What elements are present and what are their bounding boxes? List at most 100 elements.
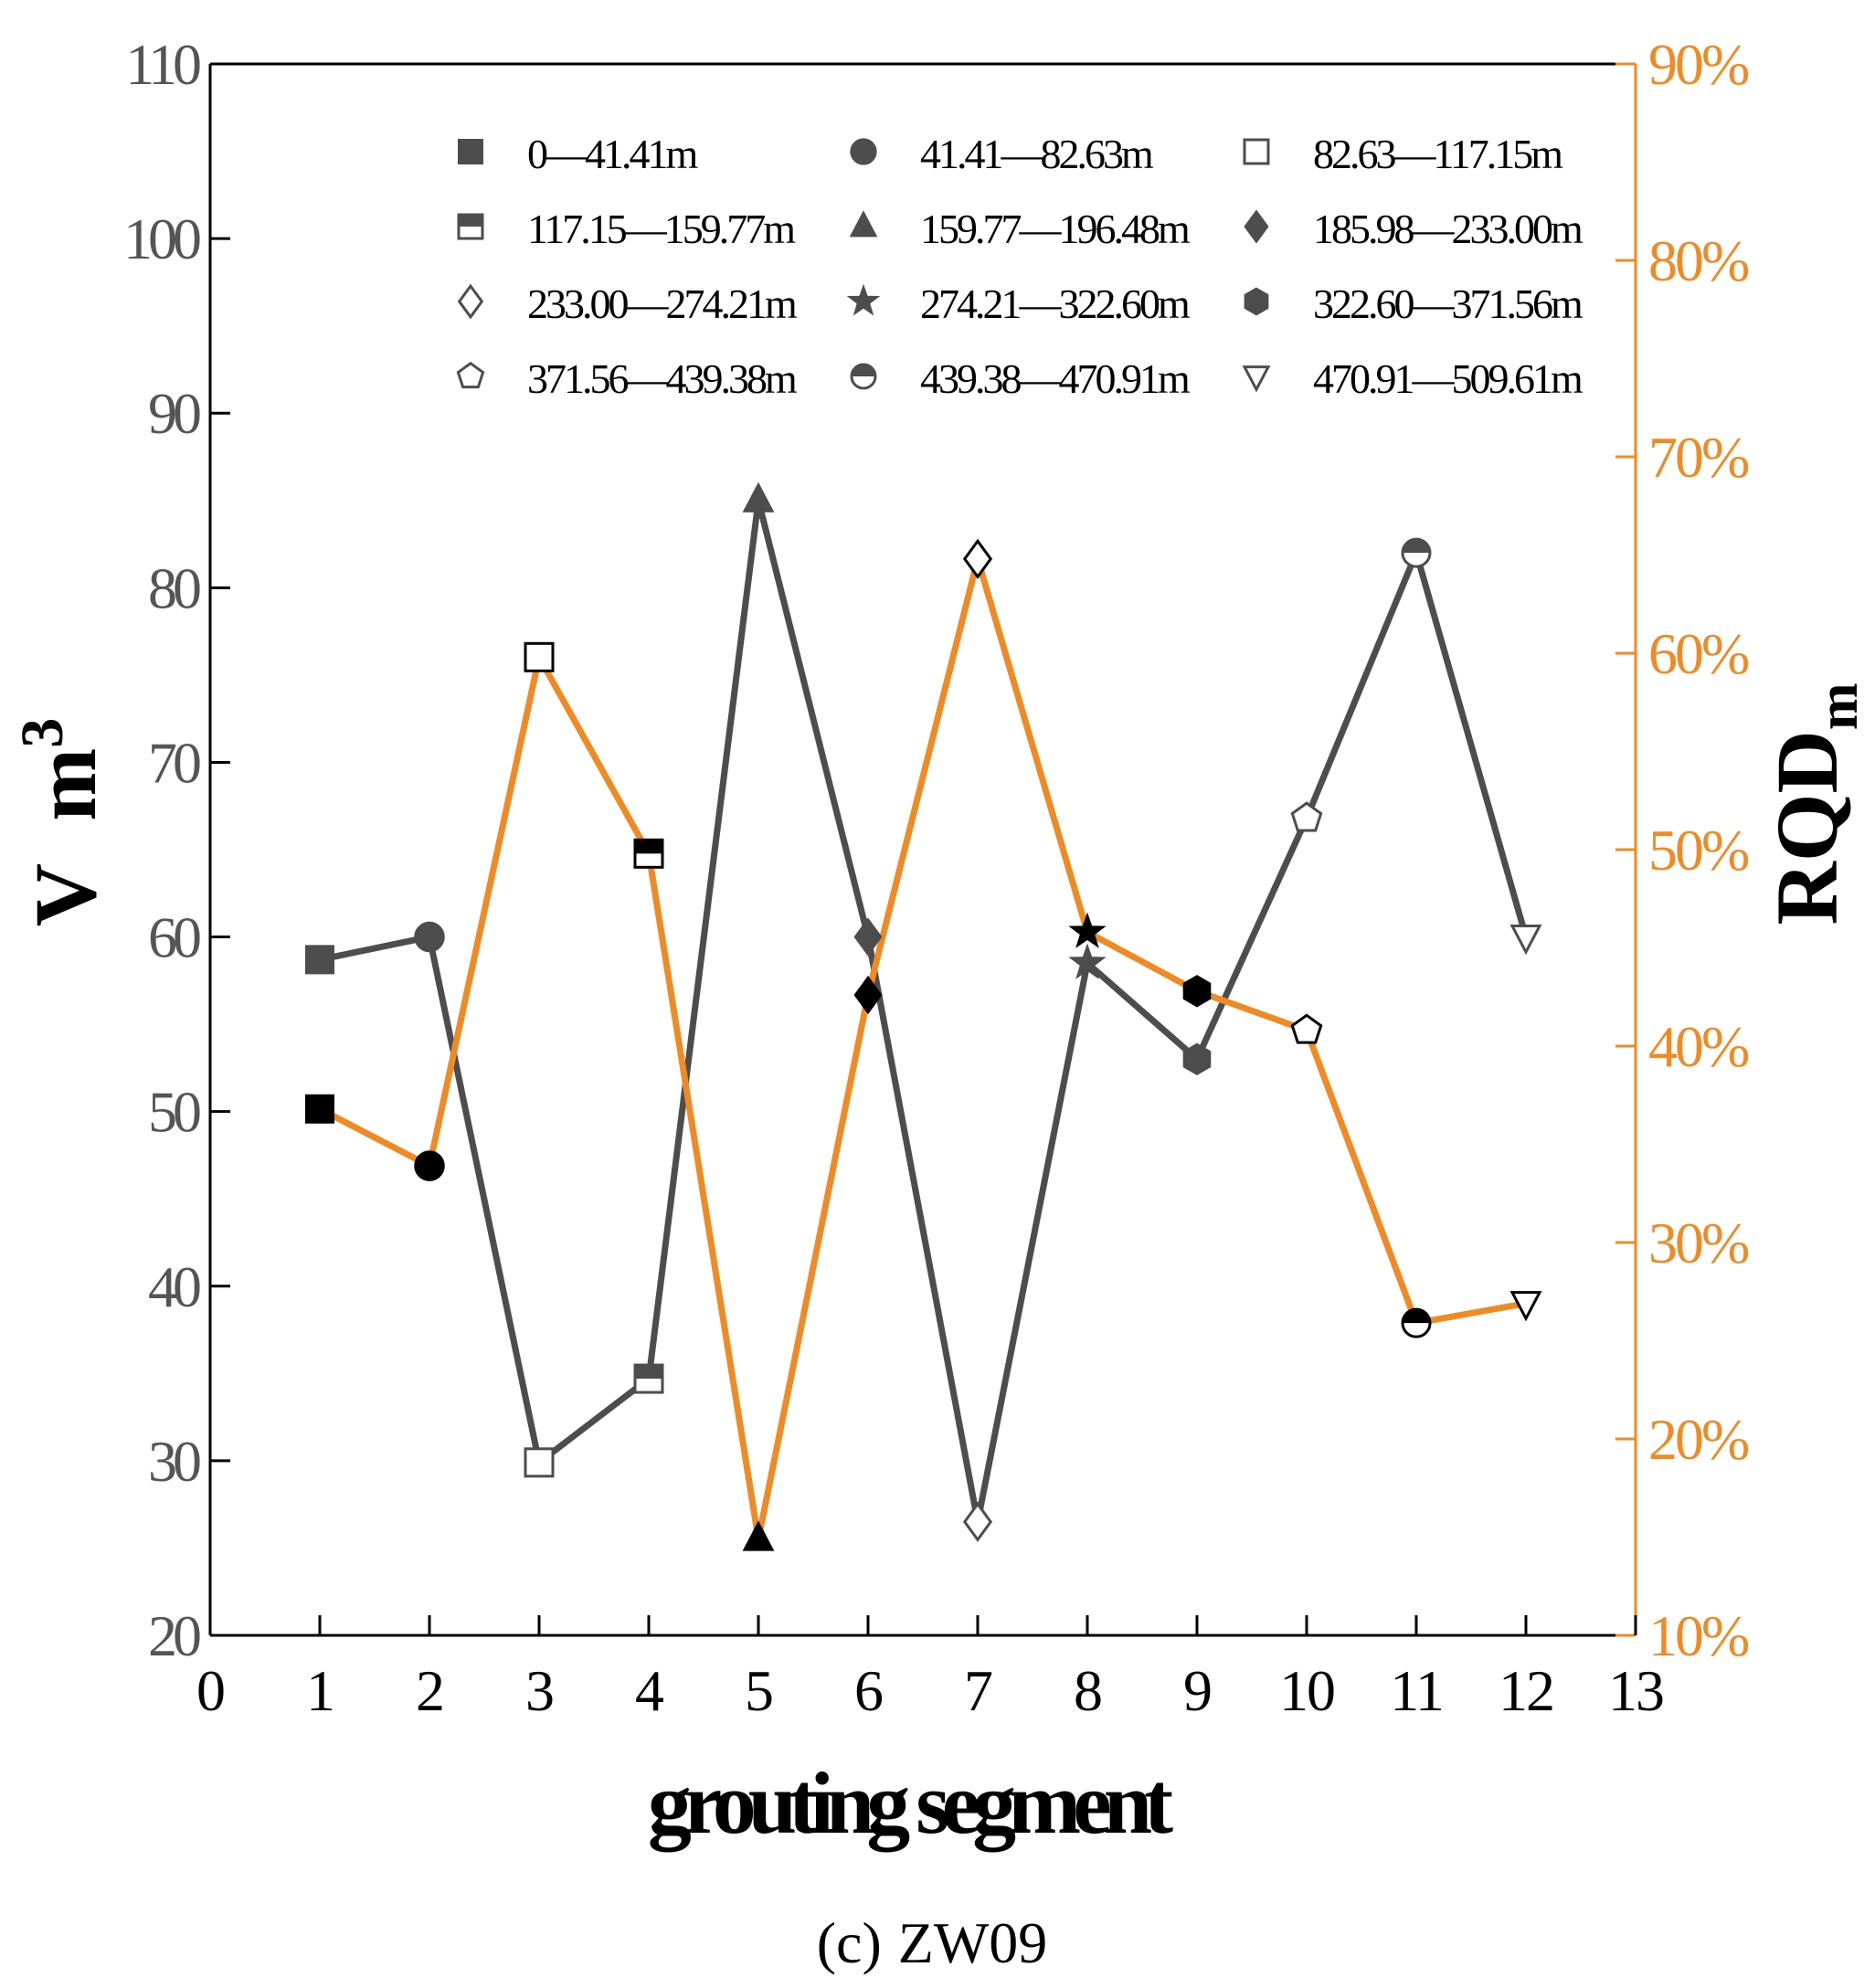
x-tick-label: 9	[1183, 1658, 1211, 1723]
legend-item: 159.77—196.48m	[849, 206, 1193, 252]
rqd-point-8	[1068, 912, 1107, 948]
right-y-axis-label-sub: m	[1807, 683, 1864, 731]
legend-marker	[846, 283, 881, 316]
legend-item: 82.63—117.15m	[1243, 131, 1566, 177]
legend-item: 470.91—509.61m	[1242, 355, 1586, 402]
volume-point-10	[1290, 801, 1323, 832]
x-tick-label: 3	[525, 1658, 553, 1723]
right-y-axis: 10% 20% 30% 40% 50% 60% 70% 80% 90%	[1615, 32, 1752, 1668]
rqd-point-10	[1290, 1013, 1323, 1044]
x-axis: 0 1 2 3 4 5 6 7 8 9 10 11 12 13	[196, 1615, 1665, 1723]
legend-label: 322.60—371.56m	[1313, 280, 1583, 327]
legend-label: 233.00—274.21m	[527, 280, 798, 327]
rqd-point-5	[742, 1520, 775, 1551]
x-tick-label: 2	[416, 1658, 443, 1723]
rqd-point-2	[414, 1150, 445, 1181]
caption-prefix: (c)	[817, 1910, 882, 1975]
right-tick-label: 80%	[1648, 228, 1749, 293]
rqd-point-9	[1182, 975, 1212, 1008]
rqd-point-12	[1509, 1291, 1542, 1322]
right-tick-label: 90%	[1648, 32, 1749, 97]
legend-marker	[458, 139, 483, 164]
legend-item: 0—41.41m	[458, 131, 702, 177]
left-tick-label: 40	[148, 1254, 200, 1319]
legend-label: 117.15—159.77m	[527, 206, 796, 252]
right-y-axis-label-main: RQD	[1758, 730, 1856, 925]
legend-label: 82.63—117.15m	[1313, 131, 1563, 177]
legend-label: 185.98—233.00m	[1313, 206, 1583, 252]
x-tick-label: 4	[635, 1658, 663, 1723]
x-tick-label: 10	[1279, 1658, 1334, 1723]
volume-point-12	[1509, 925, 1542, 956]
volume-point-11	[1401, 537, 1432, 568]
left-tick-label: 70	[148, 730, 200, 795]
left-tick-label: 60	[148, 905, 200, 970]
left-tick-label: 50	[148, 1080, 200, 1145]
legend-marker	[850, 138, 877, 165]
right-tick-label: 20%	[1648, 1407, 1749, 1472]
rqd-point-1	[305, 1094, 334, 1124]
left-y-axis: 20 30 40 50 60 70 80 90 100 110	[123, 32, 230, 1668]
right-tick-label: 30%	[1648, 1211, 1749, 1275]
rqd-point-4	[633, 838, 664, 869]
right-tick-label: 10%	[1648, 1603, 1749, 1668]
x-tick-label: 5	[745, 1658, 772, 1723]
x-axis-label: grouting segment	[648, 1754, 1173, 1852]
rqd-point-3	[524, 641, 555, 672]
left-y-axis-label: V m3	[9, 718, 114, 927]
legend-item: 185.98—233.00m	[1244, 206, 1586, 252]
legend-marker	[1244, 209, 1269, 244]
legend-item: 117.15—159.77m	[457, 206, 799, 252]
x-tick-label: 8	[1074, 1658, 1101, 1723]
legend-marker	[456, 361, 485, 389]
right-tick-label: 60%	[1648, 621, 1749, 686]
volume-series-line	[319, 497, 1530, 1526]
legend-label: 274.21—322.60m	[920, 280, 1191, 327]
left-y-axis-label-main: V m	[16, 748, 114, 927]
rqd-point-7	[962, 538, 993, 579]
figure-caption: (c) ZW09	[817, 1910, 1048, 1975]
legend-item: 439.38—470.91m	[850, 355, 1193, 402]
legend-marker	[457, 213, 484, 240]
legend-label: 439.38—470.91m	[920, 355, 1191, 402]
volume-point-1	[305, 945, 334, 975]
left-tick-label: 110	[125, 32, 200, 97]
legend-marker	[1243, 138, 1270, 165]
legend-item: 322.60—371.56m	[1244, 280, 1586, 327]
rqd-point-11	[1401, 1307, 1432, 1338]
legend-item: 233.00—274.21m	[457, 280, 800, 327]
volume-point-6	[853, 917, 883, 957]
volume-point-9	[1182, 1042, 1212, 1075]
legend-marker	[1242, 365, 1271, 393]
x-tick-label: 12	[1499, 1658, 1553, 1723]
legend-item: 41.41—82.63m	[850, 131, 1157, 177]
right-tick-label: 70%	[1648, 425, 1749, 490]
volume-point-2	[414, 921, 445, 953]
x-tick-label: 11	[1390, 1658, 1443, 1723]
volume-point-4	[633, 1363, 664, 1394]
rqd-series-line	[318, 555, 1527, 1543]
legend-label: 371.56—439.38m	[527, 355, 798, 402]
series-markers	[305, 481, 1542, 1551]
volume-point-3	[524, 1447, 555, 1478]
volume-point-7	[962, 1501, 993, 1542]
x-tick-label: 13	[1608, 1658, 1663, 1723]
right-y-axis-label: RQDm	[1758, 683, 1864, 925]
series-lines	[318, 497, 1530, 1543]
left-tick-label: 90	[148, 381, 200, 446]
legend-label: 159.77—196.48m	[920, 206, 1191, 252]
left-tick-label: 80	[148, 555, 200, 620]
left-y-axis-label-sup: 3	[9, 718, 76, 748]
legend-marker	[849, 210, 878, 238]
volume-point-5	[742, 481, 775, 513]
legend: 0—41.41m 41.41—82.63m 82.63—117.15m 117.15—…	[456, 131, 1586, 402]
legend-item: 274.21—322.60m	[846, 280, 1193, 327]
svg-text:V m3: V m3	[9, 718, 114, 927]
legend-marker	[1244, 287, 1269, 316]
x-tick-label: 6	[854, 1658, 883, 1723]
right-tick-label: 40%	[1648, 1014, 1749, 1079]
right-tick-label: 50%	[1648, 818, 1749, 883]
legend-item: 371.56—439.38m	[456, 355, 800, 402]
left-tick-label: 30	[148, 1429, 200, 1494]
